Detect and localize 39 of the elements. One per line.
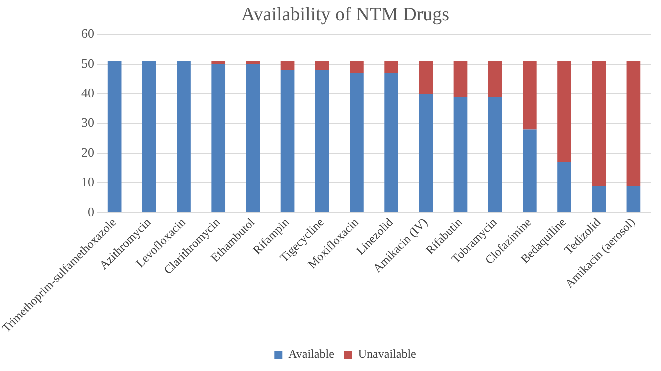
y-tick-label: 10 [82,174,95,190]
bar [108,62,122,212]
bar [419,62,434,94]
bar [558,162,572,212]
bar [280,70,295,212]
bar [454,97,468,212]
y-tick-label: 40 [82,86,95,101]
bar [488,62,502,98]
bar [384,73,398,212]
bar [523,130,537,212]
bar [626,62,641,186]
chart-title: Availability of NTM Drugs [241,4,450,26]
y-tick-label: 0 [88,204,95,220]
y-tick-label: 20 [82,144,95,160]
y-tick-label: 50 [82,56,95,71]
y-tick-label: 60 [82,26,95,42]
bar [280,62,295,70]
bar [246,64,260,212]
bar [315,70,330,212]
bar [350,73,364,212]
bar [558,62,572,162]
bar [523,62,537,130]
bar [212,62,226,64]
bar [592,186,606,212]
bar [212,64,226,212]
legend-label: Unavailable [358,347,416,362]
bar [350,62,364,74]
bar [488,97,502,212]
bar [626,186,641,212]
bar [592,62,606,186]
bar [384,62,398,74]
y-tick-label: 30 [82,115,95,130]
bar [419,94,434,212]
bar [142,62,156,212]
bar [246,62,260,64]
legend-label: Available [288,347,334,362]
bar [177,62,191,212]
bar [454,62,468,98]
bar [315,62,330,70]
